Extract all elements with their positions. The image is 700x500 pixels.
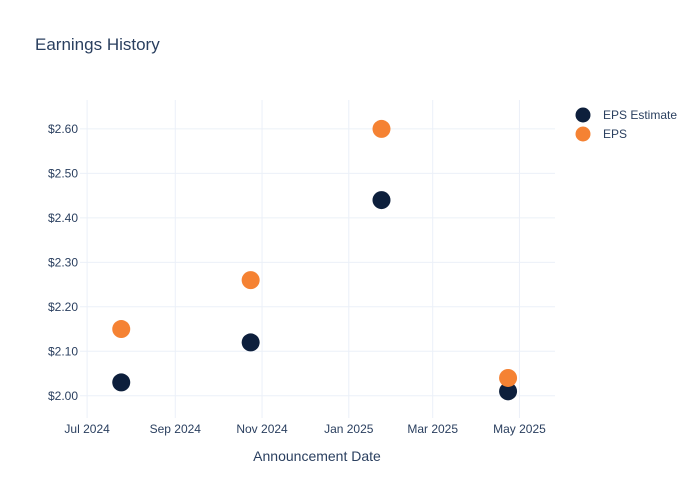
x-axis-title: Announcement Date — [253, 448, 381, 464]
legend: EPS Estimate EPS — [575, 107, 677, 142]
x-tick-label: Jan 2025 — [324, 422, 374, 436]
chart-title: Earnings History — [35, 35, 160, 54]
x-axis-ticks: Jul 2024 Sep 2024 Nov 2024 Jan 2025 Mar 2025… — [64, 422, 546, 436]
data-point — [112, 373, 131, 392]
y-tick-label: $2.40 — [48, 211, 78, 225]
x-tick-label: Nov 2024 — [236, 422, 288, 436]
data-point — [112, 320, 131, 339]
data-point — [241, 333, 260, 352]
data-point — [499, 368, 518, 387]
y-tick-label: $2.50 — [48, 166, 78, 180]
data-point — [499, 382, 518, 401]
data-point — [241, 271, 260, 290]
y-tick-label: $2.10 — [48, 344, 78, 358]
y-tick-label: $2.20 — [48, 300, 78, 314]
series-eps-estimate — [112, 191, 518, 401]
y-axis-ticks: $2.00 $2.10 $2.20 $2.30 $2.40 $2.50 $2.60 — [48, 122, 78, 403]
grid-lines — [80, 100, 555, 418]
data-points — [112, 119, 518, 401]
x-tick-label: Jul 2024 — [64, 422, 110, 436]
legend-label: EPS Estimate — [603, 108, 677, 122]
series-eps — [112, 119, 518, 387]
data-point — [372, 119, 391, 138]
x-tick-label: Mar 2025 — [407, 422, 458, 436]
y-tick-label: $2.00 — [48, 389, 78, 403]
x-tick-label: May 2025 — [493, 422, 546, 436]
y-tick-label: $2.30 — [48, 255, 78, 269]
legend-marker — [575, 126, 591, 142]
y-tick-label: $2.60 — [48, 122, 78, 136]
legend-label: EPS — [603, 127, 627, 141]
legend-marker — [575, 107, 591, 123]
data-point — [372, 191, 391, 210]
x-tick-label: Sep 2024 — [150, 422, 202, 436]
